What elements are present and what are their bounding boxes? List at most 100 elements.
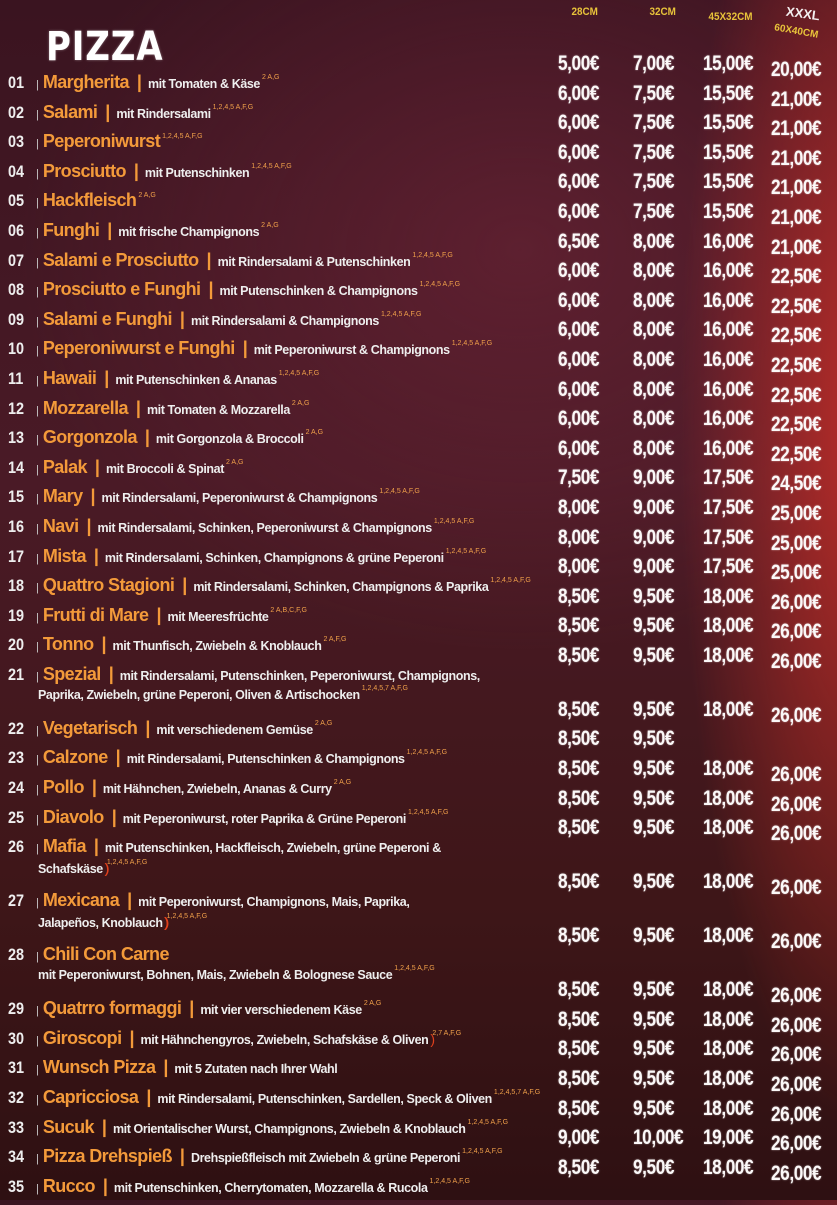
menu-item-row[interactable]: 03 | Peperoniwurst 1,2,4,5 A,F,G 6,00€ 7,50€ 1… (8, 111, 837, 161)
item-number: 25 (8, 807, 25, 827)
menu-item-row[interactable]: 24 | Pollo | mit Hähnchen, Zwiebeln, Ananas … (8, 757, 837, 807)
item-name: Mista (42, 545, 87, 566)
item-line: 09 | Salami e Funghi | mit Rindersalami & Ch… (8, 309, 837, 333)
item-description: mit Meeresfrüchte (167, 609, 269, 624)
menu-item-row[interactable]: 16 | Navi | mit Rindersalami, Schinken, Pepe… (8, 496, 837, 546)
menu-item-row[interactable]: 10 | Peperoniwurst e Funghi | mit Peperoniwu… (8, 318, 837, 368)
item-number: 10 (8, 339, 25, 359)
price-28cm: 6,00€ (558, 170, 600, 194)
menu-item-row[interactable]: 22 | Vegetarisch | mit verschiedenem Gemüse 2… (8, 698, 837, 748)
price-45x32cm: 16,00€ (703, 288, 754, 312)
menu-item-row[interactable]: 01 | Margherita | mit Tomaten & Käse 2 A,G 5,0… (8, 52, 837, 102)
menu-item-row[interactable]: 11 | Hawaii | mit Putenschinken & Ananas 1,2,… (8, 348, 837, 398)
menu-item-row[interactable]: 26 | Mafia | mit Putenschinken, Hackfleisch,… (8, 816, 837, 890)
menu-item-row[interactable]: 17 | Mista | mit Rindersalami, Schinken, Cha… (8, 526, 837, 576)
price-xxxl: 26,00€ (771, 590, 822, 614)
menu-item-row[interactable]: 14 | Palak | mit Broccoli & Spinat 2 A,G 6,00€… (8, 437, 837, 487)
menu-item-row[interactable]: 35 | Rucco | mit Putenschinken, Cherrytomate… (8, 1156, 837, 1205)
item-description: mit Tomaten & Käse (147, 77, 260, 91)
menu-item-row[interactable]: 04 | Prosciutto | mit Putenschinken 1,2,4,5 A… (8, 141, 837, 191)
price-group: 6,00€ 8,00€ 16,00€ 22,50€ (558, 288, 837, 318)
item-line: 19 | Frutti di Mare | mit Meeresfrüchte 2 A,B… (8, 605, 837, 629)
item-name: Mafia (42, 836, 87, 857)
separator-mark: | (36, 813, 39, 826)
divider-bar: | (208, 279, 214, 300)
divider-bar: | (101, 634, 107, 655)
allergen-codes: 2 A,G (314, 719, 333, 727)
price-32cm: 9,00€ (633, 555, 675, 579)
price-45x32cm: 17,50€ (703, 495, 754, 519)
item-number: 06 (8, 220, 25, 240)
menu-item-row[interactable]: 27 | Mexicana | mit Peperoniwurst, Champigno… (8, 870, 837, 944)
price-32cm: 9,50€ (633, 1007, 675, 1031)
item-name: Palak (42, 456, 88, 477)
price-group: 6,00€ 7,50€ 15,50€ 21,00€ (558, 111, 837, 140)
menu-item-row[interactable]: 02 | Salami | mit Rindersalami 1,2,4,5 A,F,G 6… (8, 82, 837, 132)
price-45x32cm: 17,50€ (703, 466, 754, 490)
item-line: 23 | Calzone | mit Rindersalami, Putenschink… (8, 747, 837, 771)
price-group: 6,00€ 8,00€ 16,00€ 22,50€ (558, 378, 837, 407)
allergen-codes: 2,7 A,F,G (432, 1029, 462, 1037)
item-number: 16 (8, 516, 25, 536)
item-name: Navi (42, 515, 79, 536)
price-group: 9,00€ 10,00€ 19,00€ 26,00€ (558, 1126, 837, 1155)
price-28cm: 8,50€ (558, 584, 600, 608)
item-description: mit frische Champignons (118, 224, 260, 239)
menu-item-row[interactable]: 31 | Wunsch Pizza | mit 5 Zutaten nach Ihrer… (8, 1037, 837, 1087)
price-28cm: 8,50€ (558, 1067, 600, 1091)
allergen-codes: 1,2,4,5 A,F,G (462, 1148, 503, 1156)
item-line: 02 | Salami | mit Rindersalami 1,2,4,5 A,F,G (8, 102, 837, 126)
price-xxxl: 21,00€ (771, 205, 822, 229)
menu-item-row[interactable]: 32 | Capricciosa | mit Rindersalami, Putensc… (8, 1067, 837, 1117)
menu-item-row[interactable]: 05 | Hackfleisch 2 A,G 6,00€ 7,50€ 15,50€ 21,00… (8, 170, 837, 220)
menu-item-row[interactable]: 21 | Spezial | mit Rindersalami, Putenschink… (8, 644, 837, 718)
menu-item-row[interactable]: 15 | Mary | mit Rindersalami, Peperoniwurst … (8, 466, 837, 516)
menu-item-row[interactable]: 18 | Quattro Stagioni | mit Rindersalami, Sc… (8, 555, 837, 605)
menu-item-row[interactable]: 20 | Tonno | mit Thunfisch, Zwiebeln & Knobl… (8, 614, 837, 664)
menu-item-row[interactable]: 30 | Giroscopi | mit Hähnchengyros, Zwiebeln… (8, 1008, 837, 1058)
item-line: 22 | Vegetarisch | mit verschiedenem Gemüse 2… (8, 718, 837, 742)
price-45x32cm: 18,00€ (703, 1155, 754, 1179)
menu-item-row[interactable]: 06 | Funghi | mit frische Champignons 2 A,G 6,… (8, 200, 837, 250)
menu-item-row[interactable]: 12 | Mozzarella | mit Tomaten & Mozzarella 2 … (8, 378, 837, 428)
price-group: 8,50€ 9,50€ 18,00€ 26,00€ (558, 924, 837, 953)
divider-bar: | (115, 747, 121, 768)
menu-item-row[interactable]: 19 | Frutti di Mare | mit Meeresfrüchte 2 A,B… (8, 585, 837, 635)
price-32cm: 9,50€ (633, 924, 675, 948)
price-32cm: 8,00€ (633, 259, 675, 283)
price-xxxl: 22,50€ (771, 324, 822, 348)
menu-item-row[interactable]: 13 | Gorgonzola | mit Gorgonzola & Broccoli 2… (8, 407, 837, 457)
price-xxxl: 26,00€ (771, 876, 822, 900)
price-group: 6,00€ 7,50€ 15,50€ 21,00€ (558, 200, 837, 229)
allergen-codes: 1,2,4,5 A,F,G (251, 162, 292, 170)
item-name: Frutti di Mare (42, 604, 149, 625)
menu-item-row[interactable]: 09 | Salami e Funghi | mit Rindersalami & Ch… (8, 289, 837, 339)
separator-mark: | (36, 1034, 39, 1047)
price-xxxl: 26,00€ (771, 1043, 822, 1067)
item-line: 30 | Giroscopi | mit Hähnchengyros, Zwiebeln… (8, 1028, 837, 1052)
menu-item-row[interactable]: 33 | Sucuk | mit Orientalischer Wurst, Champ… (8, 1097, 837, 1147)
separator-mark: | (36, 286, 39, 299)
item-line: 14 | Palak | mit Broccoli & Spinat 2 A,G (8, 457, 837, 481)
price-xxxl: 26,00€ (771, 1132, 822, 1156)
menu-item-row[interactable]: 23 | Calzone | mit Rindersalami, Putenschink… (8, 727, 837, 777)
item-number: 11 (8, 368, 24, 388)
menu-item-row[interactable]: 28 | Chili Con Carne mit Peperoniwurst, Boh… (8, 924, 837, 998)
item-number: 20 (8, 635, 25, 655)
menu-item-row[interactable]: 07 | Salami e Prosciutto | mit Rindersalami … (8, 230, 837, 280)
menu-item-row[interactable]: 25 | Diavolo | mit Peperoniwurst, roter Papr… (8, 787, 837, 837)
divider-bar: | (145, 717, 151, 738)
price-group: 8,00€ 9,00€ 17,50€ 25,00€ (558, 555, 837, 584)
allergen-codes: 1,2,4,5 A,F,G (445, 547, 487, 555)
price-32cm: 9,00€ (633, 525, 675, 549)
menu-item-row[interactable]: 29 | Quatrro formaggi | mit vier verschieden… (8, 978, 837, 1028)
item-description: mit Putenschinken, Cherrytomaten, Mozzar… (113, 1180, 428, 1195)
separator-mark: | (36, 641, 39, 654)
menu-item-row[interactable]: 34 | Pizza Drehspieß | Drehspießfleisch mit … (8, 1126, 837, 1176)
menu-item-row[interactable]: 08 | Prosciutto e Funghi | mit Putenschinken… (8, 259, 837, 309)
price-xxxl: 21,00€ (771, 176, 822, 200)
price-45x32cm: 16,00€ (703, 347, 754, 371)
item-number: 27 (8, 891, 25, 911)
price-28cm: 6,00€ (558, 259, 600, 283)
item-description: mit Thunfisch, Zwiebeln & Knoblauch (112, 639, 322, 654)
